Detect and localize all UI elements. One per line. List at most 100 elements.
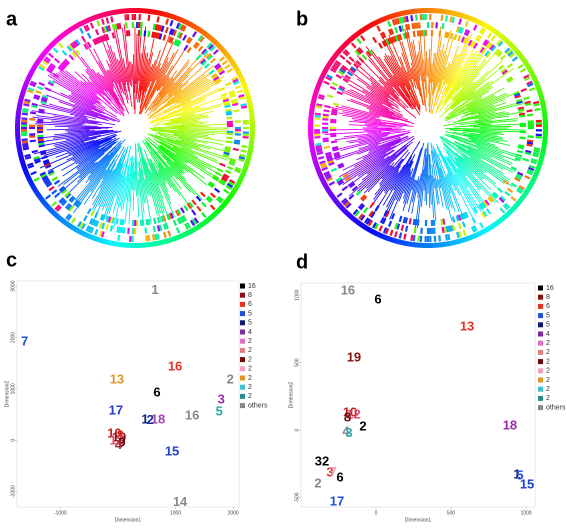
outer-ring	[457, 238, 462, 244]
branch	[97, 71, 120, 106]
legend-swatch	[240, 403, 245, 409]
outer-ring	[310, 150, 316, 155]
ring-cell	[51, 189, 58, 195]
branch	[34, 123, 98, 127]
branch	[356, 139, 403, 161]
point-label: 13	[110, 371, 124, 386]
branch	[381, 149, 409, 180]
outer-ring	[30, 66, 37, 72]
outer-ring	[382, 234, 387, 241]
ring-cell	[41, 175, 48, 181]
legend-label: 8	[248, 292, 252, 299]
ring-cell	[44, 162, 51, 167]
outer-ring	[309, 143, 315, 147]
ring-cell	[526, 141, 534, 145]
branch	[61, 148, 99, 171]
y-tick-label: 1000	[10, 383, 16, 394]
ring-cell	[228, 90, 235, 95]
ring-cell	[173, 38, 178, 46]
branch	[440, 135, 511, 181]
ring-cell	[383, 39, 389, 47]
ring-cell	[487, 196, 493, 203]
legend-label: 6	[546, 303, 550, 310]
ring-cell	[118, 226, 122, 234]
outer-ring	[248, 145, 254, 150]
outer-ring	[75, 228, 81, 234]
outer-ring	[61, 31, 67, 38]
branch	[109, 63, 118, 84]
ring-cell	[54, 57, 61, 64]
legend-swatch	[240, 301, 245, 307]
ring-cell	[56, 205, 62, 212]
outer-ring	[51, 39, 58, 46]
ring-cell	[387, 29, 393, 36]
branch	[140, 168, 147, 203]
branch	[137, 26, 147, 103]
outer-ring	[145, 8, 149, 14]
outer-ring	[145, 242, 149, 248]
ring-cell	[76, 201, 82, 208]
branch	[368, 134, 405, 146]
ring-cell	[211, 72, 218, 79]
ring-cell	[337, 70, 345, 76]
ring-cell	[238, 96, 246, 101]
outer-ring	[312, 91, 319, 97]
outer-ring	[96, 13, 101, 20]
ring-cell	[151, 234, 156, 241]
outer-ring	[34, 190, 40, 196]
outer-ring	[216, 207, 222, 213]
outer-ring	[22, 166, 28, 172]
outer-ring	[358, 28, 364, 35]
ring-cell	[179, 24, 185, 31]
branch	[147, 133, 196, 156]
outer-ring	[171, 14, 176, 20]
ring-cell	[515, 98, 523, 103]
branch	[332, 131, 411, 151]
ring-cell	[331, 146, 339, 150]
ring-cell	[61, 200, 68, 207]
ring-cell	[54, 204, 61, 211]
branch	[153, 77, 174, 104]
outer-ring	[457, 12, 462, 18]
ring-cell	[457, 35, 462, 42]
branch	[147, 77, 208, 120]
ring-cell	[111, 32, 116, 39]
branch	[435, 34, 473, 111]
outer-ring	[311, 155, 317, 160]
branch	[167, 139, 192, 150]
point-label: 2	[314, 475, 321, 490]
ring-cell	[169, 212, 174, 219]
outer-ring	[322, 182, 328, 188]
outer-ring	[240, 171, 247, 176]
ring-cell	[23, 100, 31, 105]
branch	[115, 27, 127, 82]
ring-cell	[479, 202, 485, 210]
branch	[416, 179, 420, 194]
outer-ring	[471, 16, 476, 23]
branch	[72, 49, 125, 115]
ring-cell	[191, 209, 197, 216]
branch	[410, 67, 416, 82]
branch	[153, 126, 209, 129]
ring-cell	[504, 47, 511, 54]
branch	[358, 153, 397, 186]
ring-cell	[314, 117, 321, 121]
branch	[75, 139, 117, 165]
branch	[436, 179, 439, 188]
branch	[439, 60, 504, 118]
branch	[78, 137, 120, 165]
ring-cell	[338, 85, 346, 90]
outer-ring	[17, 99, 24, 104]
ring-cell	[186, 46, 192, 54]
branch	[176, 78, 217, 104]
ring-cell	[24, 155, 32, 160]
outer-ring	[227, 194, 233, 200]
point-label: 6	[153, 385, 160, 400]
ring-cell	[333, 62, 340, 68]
legend-label: 2	[546, 386, 550, 393]
ring-cell	[37, 134, 44, 138]
legend-label: 5	[546, 322, 550, 329]
y-tick-label: 3000	[10, 280, 16, 291]
ring-cell	[240, 105, 248, 109]
point-label: 3	[326, 465, 333, 480]
